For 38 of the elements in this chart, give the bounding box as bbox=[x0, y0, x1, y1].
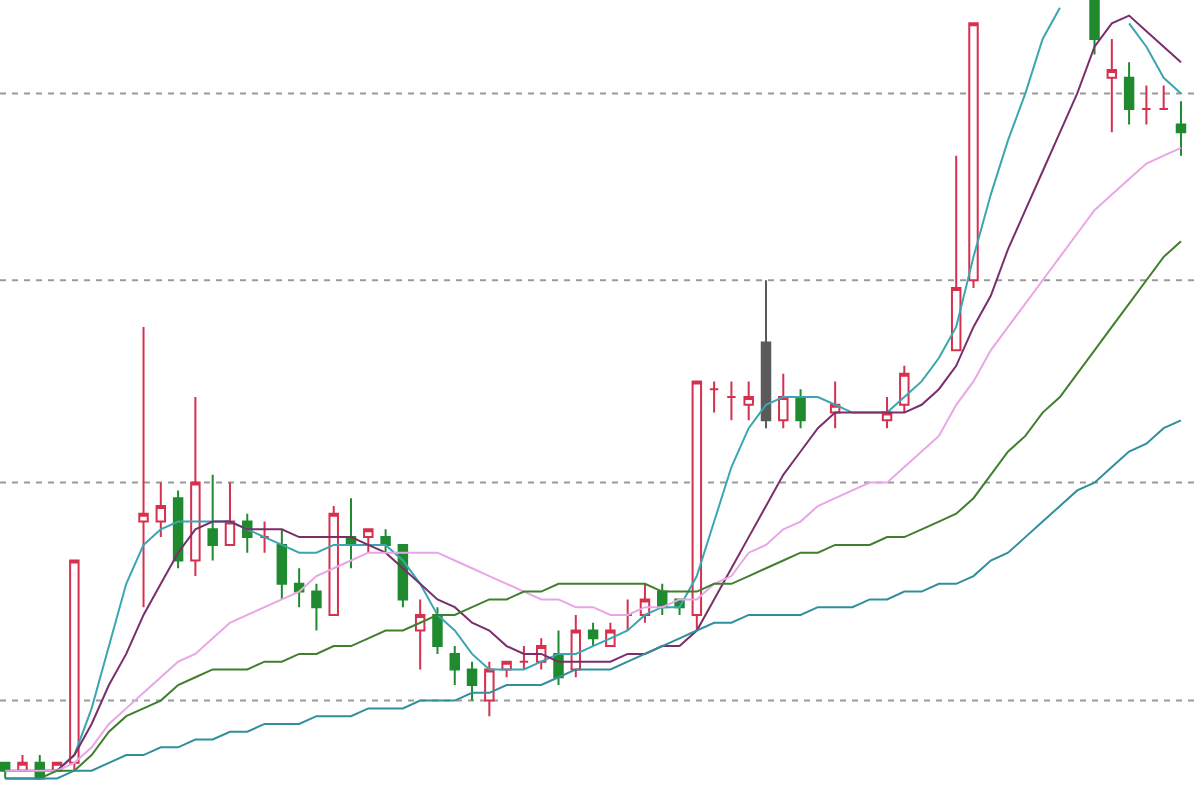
candlestick bbox=[708, 380, 720, 414]
candlestick bbox=[1175, 100, 1187, 157]
candlestick bbox=[1089, 0, 1100, 56]
candlestick bbox=[518, 645, 530, 671]
candlestick bbox=[414, 598, 426, 671]
candlestick bbox=[207, 473, 218, 562]
candlestick bbox=[726, 380, 737, 422]
candlestick bbox=[466, 660, 478, 702]
candlestick bbox=[968, 22, 979, 290]
candlestick bbox=[311, 582, 322, 632]
candlestick bbox=[760, 279, 772, 430]
candlestick bbox=[190, 396, 201, 578]
candlestick bbox=[691, 380, 703, 632]
candlestick bbox=[345, 497, 357, 570]
candlestick bbox=[224, 481, 236, 546]
candlestick bbox=[1123, 61, 1135, 126]
candlestick bbox=[778, 372, 789, 430]
candlestick bbox=[587, 621, 599, 648]
candlestick bbox=[950, 154, 962, 352]
candlestick bbox=[138, 325, 149, 609]
candlestick bbox=[795, 388, 806, 430]
candlestick bbox=[1158, 84, 1169, 110]
candlestick bbox=[432, 606, 443, 655]
candlestick bbox=[899, 364, 910, 414]
candlestick bbox=[484, 660, 495, 718]
candlestick bbox=[363, 528, 374, 554]
candlestick bbox=[449, 645, 460, 687]
candlestick bbox=[1106, 37, 1118, 134]
candlestick bbox=[69, 559, 80, 772]
candlestick bbox=[380, 528, 391, 554]
candlestick bbox=[328, 504, 339, 616]
candlestick bbox=[259, 520, 270, 554]
candlestick bbox=[622, 598, 633, 632]
candlestick bbox=[743, 380, 754, 422]
candlestick bbox=[155, 481, 167, 539]
candlestick bbox=[276, 528, 288, 601]
candlestick bbox=[829, 380, 841, 430]
candlestick bbox=[1141, 84, 1152, 126]
